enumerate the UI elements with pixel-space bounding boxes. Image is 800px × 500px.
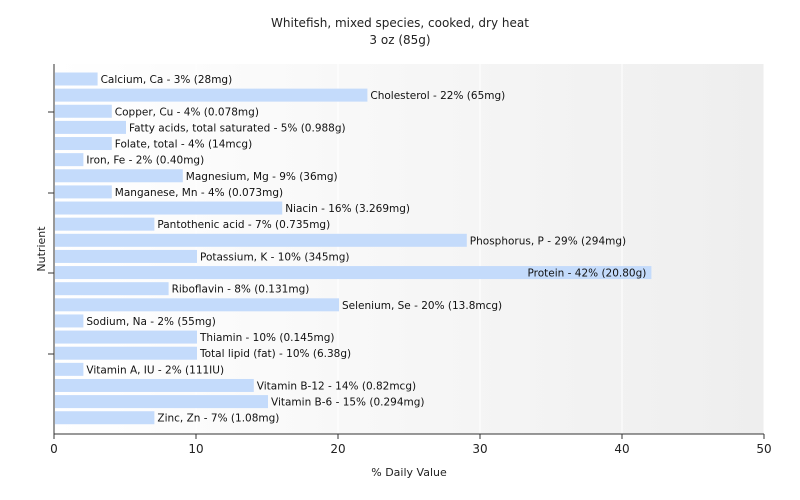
- x-tick-label: 0: [50, 442, 58, 456]
- bar: [55, 217, 155, 231]
- bar-label: Thiamin - 10% (0.145mg): [199, 332, 335, 344]
- y-axis-title: Nutrient: [35, 226, 48, 272]
- x-axis-title: % Daily Value: [371, 466, 447, 479]
- bar: [55, 362, 84, 376]
- bar-label: Phosphorus, P - 29% (294mg): [470, 235, 626, 247]
- bar-label: Calcium, Ca - 3% (28mg): [101, 74, 233, 86]
- chart-subtitle: 3 oz (85g): [369, 33, 430, 47]
- bar: [55, 314, 84, 328]
- x-tick-label: 10: [188, 442, 203, 456]
- chart-title: Whitefish, mixed species, cooked, dry he…: [271, 16, 529, 30]
- bar: [55, 137, 112, 151]
- bar-label: Riboflavin - 8% (0.131mg): [172, 284, 310, 296]
- bar: [55, 411, 155, 425]
- bar: [55, 169, 183, 183]
- bar-label: Manganese, Mn - 4% (0.073mg): [115, 187, 283, 199]
- x-tick-label: 50: [756, 442, 771, 456]
- bar-label: Potassium, K - 10% (345mg): [200, 251, 350, 263]
- bar: [55, 266, 652, 280]
- bar: [55, 298, 339, 312]
- bar-labels: Calcium, Ca - 3% (28mg) Cholesterol - 22%…: [86, 74, 646, 425]
- plot-background: [54, 64, 764, 434]
- gridlines: [195, 64, 765, 434]
- bar: [55, 185, 112, 199]
- x-tick-label: 20: [330, 442, 345, 456]
- bar-label: Vitamin A, IU - 2% (111IU): [86, 364, 224, 376]
- bar-label: Total lipid (fat) - 10% (6.38g): [199, 348, 351, 360]
- bar: [55, 378, 254, 392]
- bars: [55, 72, 652, 425]
- bar: [55, 201, 283, 215]
- x-tick-label: 30: [472, 442, 487, 456]
- bar: [55, 395, 268, 409]
- bar-label: Sodium, Na - 2% (55mg): [86, 316, 215, 328]
- bar-label: Magnesium, Mg - 9% (36mg): [186, 171, 338, 183]
- bar-label: Iron, Fe - 2% (0.40mg): [86, 155, 204, 167]
- bar-label: Niacin - 16% (3.269mg): [285, 203, 410, 215]
- bar-label: Vitamin B-12 - 14% (0.82mcg): [257, 380, 416, 392]
- bar-label: Protein - 42% (20.80g): [528, 268, 647, 280]
- bar-label: Copper, Cu - 4% (0.078mg): [115, 106, 259, 118]
- bar: [55, 88, 368, 102]
- bar: [55, 233, 467, 247]
- bar: [55, 249, 197, 263]
- axes: [53, 64, 764, 435]
- bar-label: Selenium, Se - 20% (13.8mcg): [342, 300, 502, 312]
- bar: [55, 346, 197, 360]
- bar-label: Pantothenic acid - 7% (0.735mg): [157, 219, 330, 231]
- bar: [55, 72, 98, 86]
- bar: [55, 330, 197, 344]
- bar: [55, 104, 112, 118]
- x-tick-label: 40: [614, 442, 629, 456]
- bar-label: Vitamin B-6 - 15% (0.294mg): [271, 397, 425, 409]
- bar-label: Cholesterol - 22% (65mg): [370, 90, 505, 102]
- bar-label: Zinc, Zn - 7% (1.08mg): [157, 413, 279, 425]
- x-ticks: 0 10 20 30 40 50: [50, 434, 772, 456]
- bar: [55, 153, 84, 167]
- bar: [55, 282, 169, 296]
- bar-label: Folate, total - 4% (14mcg): [115, 139, 252, 151]
- bar: [55, 120, 126, 134]
- bar-label: Fatty acids, total saturated - 5% (0.988…: [129, 122, 346, 134]
- y-ticks: [48, 111, 54, 355]
